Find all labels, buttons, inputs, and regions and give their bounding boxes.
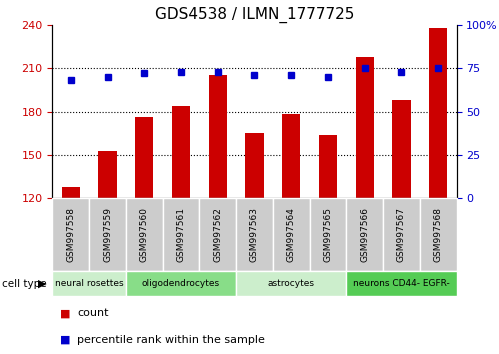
Bar [200, 198, 236, 271]
Bar [126, 198, 163, 271]
Bar [61, 187, 80, 198]
Text: GSM997562: GSM997562 [213, 207, 222, 262]
Text: GSM997559: GSM997559 [103, 207, 112, 262]
Bar [346, 198, 383, 271]
Text: ▶: ▶ [38, 279, 46, 289]
Text: ■: ■ [60, 308, 70, 318]
Text: GSM997561: GSM997561 [177, 207, 186, 262]
Bar [163, 198, 200, 271]
Bar [172, 106, 190, 198]
Text: ■: ■ [60, 335, 70, 345]
Bar [392, 100, 411, 198]
Text: GSM997564: GSM997564 [287, 207, 296, 262]
Bar [429, 28, 448, 198]
Text: cell type: cell type [2, 279, 47, 289]
Bar [126, 271, 236, 296]
Bar [236, 271, 346, 296]
Bar [420, 198, 457, 271]
Text: GSM997558: GSM997558 [66, 207, 75, 262]
Bar [309, 198, 346, 271]
Bar [246, 133, 263, 198]
Bar [273, 198, 309, 271]
Text: percentile rank within the sample: percentile rank within the sample [77, 335, 265, 345]
Text: astrocytes: astrocytes [268, 279, 315, 288]
Title: GDS4538 / ILMN_1777725: GDS4538 / ILMN_1777725 [155, 7, 354, 23]
Bar [236, 198, 273, 271]
Text: GSM997568: GSM997568 [434, 207, 443, 262]
Text: count: count [77, 308, 109, 318]
Text: GSM997566: GSM997566 [360, 207, 369, 262]
Bar [52, 271, 126, 296]
Text: GSM997567: GSM997567 [397, 207, 406, 262]
Bar [98, 150, 117, 198]
Bar [209, 75, 227, 198]
Text: neurons CD44- EGFR-: neurons CD44- EGFR- [353, 279, 450, 288]
Bar [319, 135, 337, 198]
Text: GSM997560: GSM997560 [140, 207, 149, 262]
Bar [52, 198, 89, 271]
Bar [383, 198, 420, 271]
Bar [135, 117, 153, 198]
Bar [346, 271, 457, 296]
Text: neural rosettes: neural rosettes [55, 279, 123, 288]
Bar [89, 198, 126, 271]
Text: GSM997563: GSM997563 [250, 207, 259, 262]
Bar [282, 114, 300, 198]
Text: GSM997565: GSM997565 [323, 207, 332, 262]
Bar [355, 57, 374, 198]
Text: oligodendrocytes: oligodendrocytes [142, 279, 220, 288]
